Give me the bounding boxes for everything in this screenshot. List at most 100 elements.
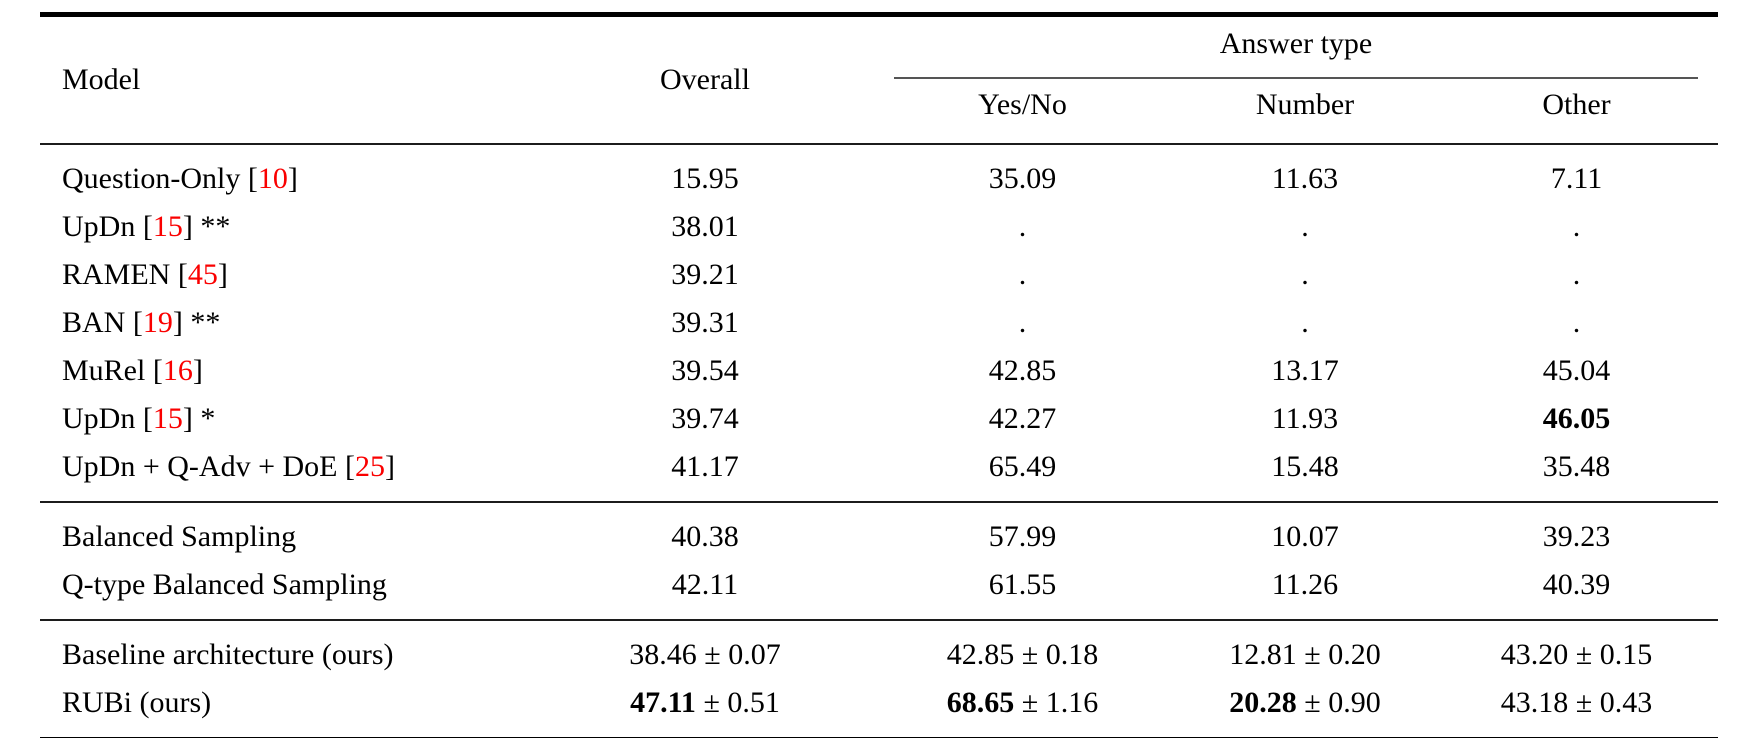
value-main: 11.63 [1271,162,1339,195]
column-header-yes-no: Yes/No [978,88,1067,121]
value-main: 61.55 [988,568,1057,601]
model-name-suffix: ] ** [182,210,231,243]
column-header-number: Number [1255,88,1355,121]
value-main: 65.49 [988,450,1057,483]
table-body-sampling-baselines: Balanced Sampling 40.38 57.99 10.07 39.23 Q-t… [40,502,1719,620]
citation-ref[interactable]: 10 [257,162,288,195]
answer-type-label: Answer type [894,27,1699,79]
value-main: 38.01 [671,210,739,243]
citation-ref[interactable]: 19 [142,306,173,339]
citation-ref[interactable]: 25 [354,450,385,483]
value-stddev: ± 1.16 [1014,686,1099,719]
value-main: 39.54 [671,354,739,387]
value-cell: . [1175,251,1435,299]
value-cell: 61.55 [870,561,1175,620]
citation-ref[interactable]: 15 [152,210,183,243]
value-main: 46.05 [1542,402,1611,435]
value-main: . [1301,306,1309,339]
citation-ref[interactable]: 45 [187,258,218,291]
model-name-text: Q-type Balanced Sampling [62,568,387,601]
value-main: 35.09 [988,162,1057,195]
model-name-text: MuRel [ [62,354,163,387]
value-main: 11.93 [1271,402,1339,435]
value-stddev: ± 0.07 [696,638,781,671]
value-stddev: ± 0.18 [1014,638,1099,671]
value-main: 39.31 [671,306,739,339]
table-row: RUBi (ours) 47.11 ± 0.51 68.65 ± 1.16 20.28… [40,679,1718,738]
value-cell: 13.17 [1175,347,1435,395]
value-main: 42.85 [988,354,1057,387]
value-stddev: ± 0.15 [1568,638,1653,671]
model-name-cell: Question-Only [10] [40,144,540,203]
value-main: . [1572,210,1581,243]
value-cell: 10.07 [1175,502,1435,561]
value-cell: 40.38 [540,502,870,561]
value-cell: 42.11 [540,561,870,620]
value-cell: . [1175,299,1435,347]
model-name-suffix: ] [217,258,228,291]
value-main: . [1301,258,1309,291]
value-main: 39.23 [1542,520,1611,553]
model-name-cell: BAN [19] ** [40,299,540,347]
model-name-cell: Baseline architecture (ours) [40,620,540,679]
value-cell: 39.23 [1435,502,1718,561]
value-cell: 65.49 [870,443,1175,502]
value-main: 39.21 [671,258,739,291]
value-main: 12.81 [1229,638,1297,671]
column-header-overall: Overall [660,63,750,96]
value-stddev: ± 0.51 [695,686,780,719]
value-cell: 42.85 ± 0.18 [870,620,1175,679]
value-main: 40.38 [671,520,739,553]
value-main: . [1018,258,1027,291]
model-comparison-table: Model Overall Answer type Yes/No Number … [40,12,1719,738]
value-cell: 47.11 ± 0.51 [540,679,870,738]
table-row: Balanced Sampling 40.38 57.99 10.07 39.23 [40,502,1718,561]
value-cell: 15.95 [540,144,870,203]
citation-ref[interactable]: 15 [152,402,183,435]
model-name-cell: UpDn [15] ** [40,203,540,251]
value-main: 43.20 [1500,638,1569,671]
value-main: 11.26 [1271,568,1339,601]
value-cell: 38.46 ± 0.07 [540,620,870,679]
value-cell: . [1435,203,1718,251]
value-main: . [1572,258,1581,291]
model-name-text: Balanced Sampling [62,520,297,553]
value-main: 15.95 [671,162,739,195]
results-table: Model Overall Answer type Yes/No Number … [40,12,1719,738]
table-body-ours: Baseline architecture (ours) 38.46 ± 0.07… [40,620,1719,738]
table-row: UpDn [15] ** 38.01... [40,203,1718,251]
table-row: RAMEN [45] 39.21... [40,251,1718,299]
value-cell: 11.63 [1175,144,1435,203]
model-name-cell: UpDn [15] * [40,395,540,443]
model-name-suffix: ] ** [172,306,221,339]
model-name-text: BAN [ [62,306,143,339]
value-main: 57.99 [988,520,1057,553]
value-cell: 42.27 [870,395,1175,443]
value-main: 20.28 [1229,686,1297,719]
table-row: Baseline architecture (ours) 38.46 ± 0.07… [40,620,1718,679]
value-cell: 7.11 [1435,144,1718,203]
value-main: 42.11 [671,568,739,601]
value-main: . [1301,210,1309,243]
column-header-model: Model [62,63,141,96]
value-cell: 39.74 [540,395,870,443]
value-main: 38.46 [629,638,697,671]
value-cell: 39.54 [540,347,870,395]
table-row: UpDn [15] * 39.74 42.27 11.93 46.05 [40,395,1718,443]
value-main: 13.17 [1271,354,1339,387]
value-cell: . [870,299,1175,347]
model-name-text: Question-Only [ [62,162,258,195]
value-stddev: ± 0.20 [1296,638,1381,671]
model-name-cell: RUBi (ours) [40,679,540,738]
model-name-cell: MuRel [16] [40,347,540,395]
value-cell: 43.20 ± 0.15 [1435,620,1718,679]
value-main: . [1572,306,1581,339]
citation-ref[interactable]: 16 [162,354,193,387]
value-cell: 45.04 [1435,347,1718,395]
table-row: UpDn + Q-Adv + DoE [25] 41.17 65.49 15.48 35… [40,443,1718,502]
value-main: 39.74 [671,402,739,435]
value-cell: 41.17 [540,443,870,502]
value-cell: . [870,203,1175,251]
value-main: 68.65 [946,686,1015,719]
value-cell: 35.48 [1435,443,1718,502]
